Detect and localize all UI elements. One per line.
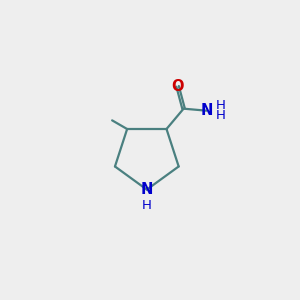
Text: N: N — [200, 103, 213, 118]
Text: H: H — [215, 99, 225, 112]
Text: H: H — [142, 199, 152, 212]
Text: H: H — [215, 109, 225, 122]
Text: N: N — [141, 182, 153, 197]
Text: O: O — [171, 79, 184, 94]
